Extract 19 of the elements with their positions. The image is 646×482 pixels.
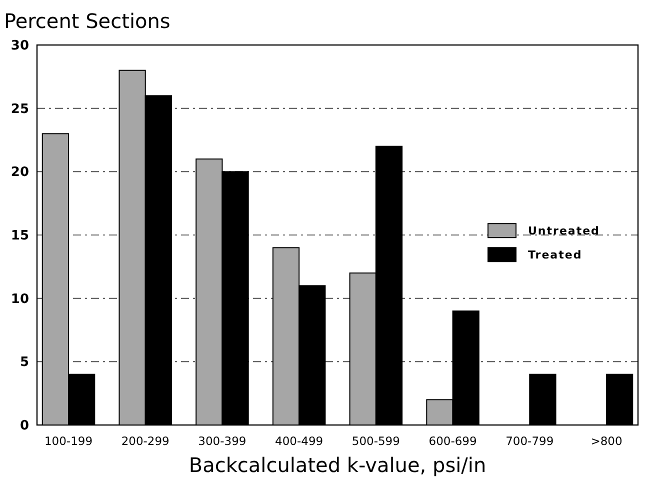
y-tick-label: 20 [10,165,29,180]
y-tick-label: 10 [10,292,29,307]
x-tick-label: 100-199 [44,434,93,448]
x-tick-label: 600-699 [428,434,477,448]
y-tick-label: 30 [10,38,29,54]
legend-label: Treated [528,248,582,262]
x-axis-title: Backcalculated k-value, psi/in [188,453,486,477]
x-tick-label: 500-599 [352,434,400,448]
y-axis-title: Percent Sections [4,9,170,33]
x-tick-label: 700-799 [506,434,554,448]
x-tick-label: 400-499 [275,434,324,448]
y-tick-label: 25 [10,102,29,117]
y-tick-label: 15 [10,228,29,244]
y-tick-label: 0 [20,418,29,434]
x-tick-label: >800 [590,434,622,448]
x-tick-label: 200-299 [121,434,170,448]
legend-label: Untreated [528,224,600,238]
x-tick-label: 300-399 [198,434,246,448]
y-tick-label: 5 [20,355,29,370]
